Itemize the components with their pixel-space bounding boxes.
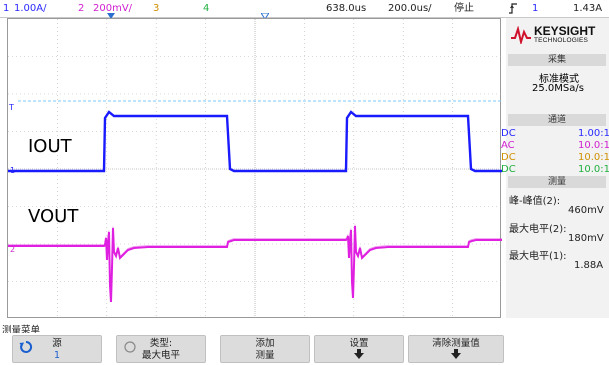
trigger-position-marker-icon <box>107 10 115 19</box>
ch1-coupling: DC <box>501 128 516 139</box>
ch1-ground-marker[interactable]: 1 <box>10 166 16 175</box>
meas-2-value: 180mV <box>568 233 604 244</box>
iout-label: IOUT <box>28 136 72 157</box>
brand-name: KEYSIGHT <box>534 24 596 38</box>
meas-1-value: 460mV <box>568 205 604 216</box>
time-position[interactable]: 638.0us <box>326 3 367 14</box>
acquisition-mode: 标准模式 <box>539 74 579 85</box>
ch2-ground-marker[interactable]: 2 <box>10 245 16 254</box>
time-reference-marker-icon <box>260 10 270 20</box>
waveform-canvas <box>8 19 502 319</box>
vout-label: VOUT <box>28 206 79 227</box>
ch1-scale[interactable]: 1.00A/ <box>14 3 47 14</box>
sample-rate: 25.0MSa/s <box>532 83 584 94</box>
rotate-knob-icon <box>19 340 33 353</box>
meas-2-label: 最大电平(2): <box>509 224 567 235</box>
meas-3-label: 最大电平(1): <box>509 251 567 262</box>
source-softkey[interactable]: 源 1 <box>12 335 102 363</box>
add-measurement-softkey[interactable]: 添加 测量 <box>220 335 310 363</box>
ch1-probe-ratio: 1.00:1 <box>578 128 609 139</box>
measurement-header[interactable]: 测量 <box>508 176 606 188</box>
settings-softkey[interactable]: 设置 <box>314 335 404 363</box>
run-status[interactable]: 停止 <box>454 3 474 14</box>
brand-subtitle: TECHNOLOGIES <box>534 37 589 44</box>
type-softkey-value: 最大电平 <box>141 350 180 361</box>
vout-waveform-noise <box>8 224 502 301</box>
info-panel: KEYSIGHT TECHNOLOGIES 采集 标准模式 25.0MSa/s … <box>501 18 609 318</box>
ch2-probe-ratio: 10.0:1 <box>578 140 609 151</box>
softkey-bar: 源 1 类型: 最大电平 添加 测量 设置 清除测量值 <box>0 333 609 365</box>
menu-title: 测量菜单 <box>2 325 41 336</box>
settings-softkey-label: 设置 <box>349 338 369 349</box>
trigger-level[interactable]: 1.43A <box>573 3 603 14</box>
ch3-coupling: DC <box>501 152 516 163</box>
ch3-number[interactable]: 3 <box>153 3 160 14</box>
clear-measurements-softkey[interactable]: 清除测量值 <box>408 335 504 363</box>
ch4-coupling: DC <box>501 164 516 175</box>
add-softkey-line2: 测量 <box>255 350 275 361</box>
source-softkey-value: 1 <box>53 350 61 361</box>
meas-3-value: 1.88A <box>574 260 604 271</box>
waveform-display[interactable]: IOUT VOUT T 1 2 <box>7 18 502 319</box>
ch2-coupling: AC <box>501 140 515 151</box>
ch3-probe-ratio: 10.0:1 <box>578 152 609 163</box>
source-softkey-label: 源 <box>52 338 62 349</box>
trigger-edge-icon <box>508 3 518 14</box>
keysight-logo: KEYSIGHT TECHNOLOGIES <box>510 24 606 48</box>
ch4-number[interactable]: 4 <box>203 3 210 14</box>
channel-header[interactable]: 通道 <box>508 114 606 126</box>
ch4-probe-ratio: 10.0:1 <box>578 164 609 175</box>
time-scale[interactable]: 200.0us/ <box>388 3 432 14</box>
keysight-wave-icon <box>511 26 531 44</box>
rotate-knob-icon <box>124 341 136 353</box>
type-softkey-label: 类型: <box>149 338 173 349</box>
trigger-level-marker[interactable]: T <box>9 103 14 112</box>
acquisition-header[interactable]: 采集 <box>508 54 606 66</box>
iout-waveform <box>8 110 502 173</box>
add-softkey-line1: 添加 <box>255 338 275 349</box>
ch1-number[interactable]: 1 <box>3 3 10 14</box>
meas-1-label: 峰-峰值(2): <box>509 196 561 207</box>
ch2-number[interactable]: 2 <box>78 3 85 14</box>
ch2-scale[interactable]: 200mV/ <box>93 3 133 14</box>
submenu-arrow-icon <box>354 349 364 359</box>
status-bar: 1 1.00A/ 2 200mV/ 3 4 638.0us 200.0us/ 停… <box>0 0 609 20</box>
clear-softkey-label: 清除测量值 <box>432 338 480 349</box>
type-softkey[interactable]: 类型: 最大电平 <box>116 335 206 363</box>
submenu-arrow-icon <box>451 349 461 359</box>
trigger-channel[interactable]: 1 <box>532 3 539 14</box>
